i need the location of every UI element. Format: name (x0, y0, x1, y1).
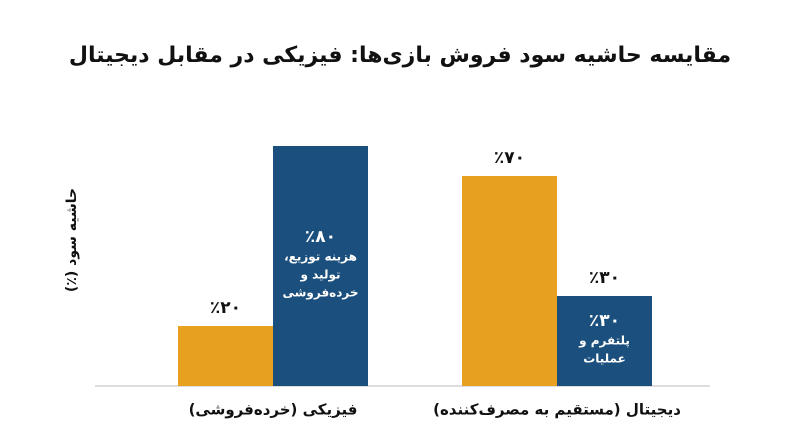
bar-value-label: ٪۳۰ (589, 311, 620, 331)
bar-value-label: ٪۳۰ (589, 268, 620, 288)
bar (273, 146, 368, 386)
bar (178, 326, 273, 386)
chart-title: مقایسه حاشیه سود فروش بازی‌ها: فیزیکی در… (69, 43, 731, 68)
bar-value-label: ٪۲۰ (210, 298, 241, 318)
bar-value-label: ٪۸۰ (305, 227, 336, 247)
bar-note: عملیات (583, 352, 626, 366)
bar-note: هزینه توزیع، (284, 250, 357, 265)
x-tick-label: فیزیکی (خرده‌فروشی) (189, 401, 358, 419)
bar (462, 176, 557, 386)
bar-note: خرده‌فروشی (282, 286, 358, 301)
bar (557, 296, 652, 386)
bar-note: پلتفرم و (578, 334, 630, 349)
y-axis-label: حاشیه سود (٪) (64, 188, 80, 292)
bar-note: تولید و (299, 268, 340, 283)
bar-value-label: ٪۷۰ (494, 148, 525, 168)
x-tick-label: دیجیتال (مستقیم به مصرف‌کننده) (433, 401, 681, 419)
